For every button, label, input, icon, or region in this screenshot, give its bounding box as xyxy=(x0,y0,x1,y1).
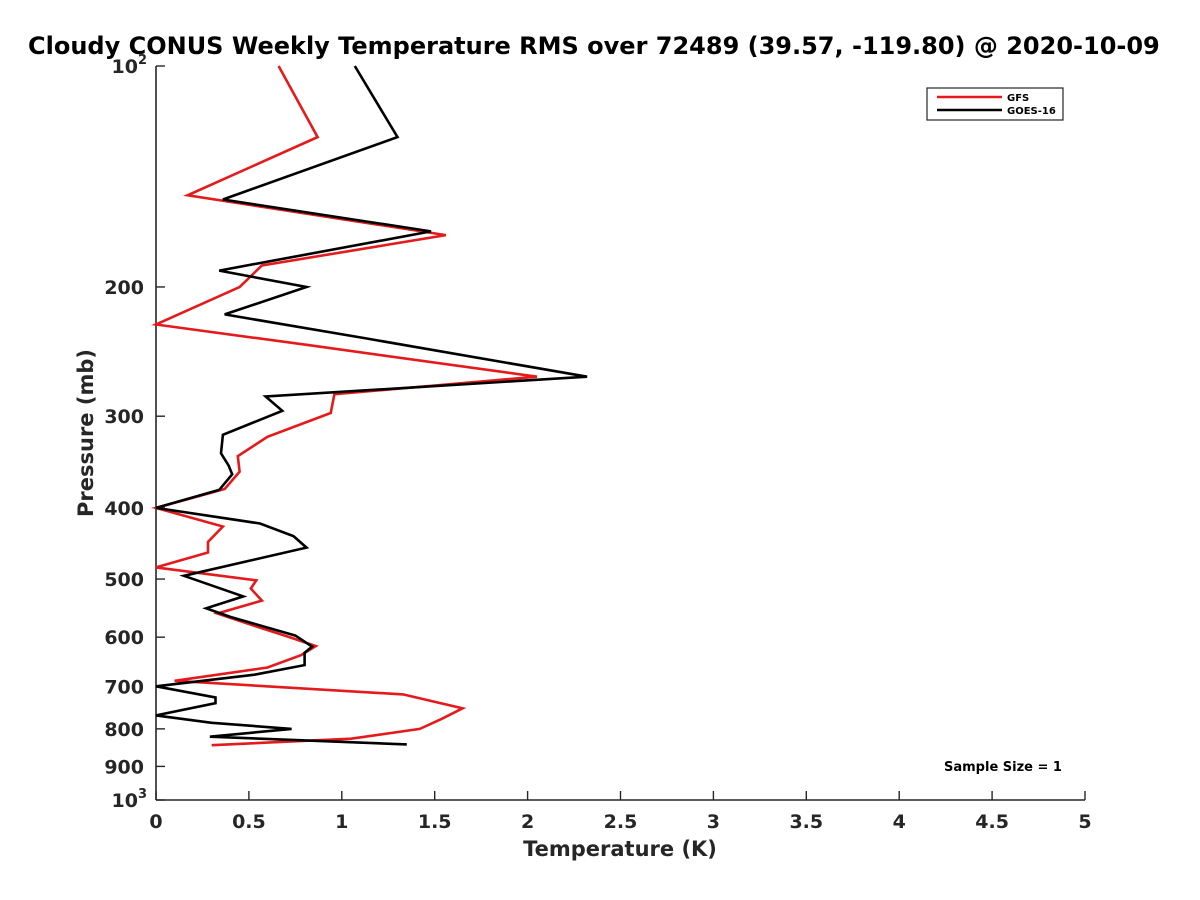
y-tick-label: 800 xyxy=(104,719,144,741)
y-tick-label: 102 xyxy=(112,53,148,78)
y-tick-label: 400 xyxy=(104,498,144,520)
legend: GFS GOES-16 xyxy=(926,87,1064,121)
y-tick-label: 500 xyxy=(104,569,144,591)
x-tick-label: 1.5 xyxy=(418,811,452,833)
x-tick-label: 3.5 xyxy=(789,811,823,833)
y-tick-label: 600 xyxy=(104,627,144,649)
series-line-goes-16 xyxy=(155,65,588,746)
x-tick-label: 0 xyxy=(149,811,162,833)
y-tick-label: 300 xyxy=(104,406,144,428)
y-tick-label: 200 xyxy=(104,277,144,299)
series-line-gfs xyxy=(151,65,538,747)
axes: 0 0.5 1 1.5 2 2.5 3 3.5 4 4.5 5 102 200 300 400 500 600 7… xyxy=(104,53,1091,833)
x-tick-label: 2.5 xyxy=(604,811,638,833)
x-tick-label: 5 xyxy=(1078,811,1091,833)
x-tick-label: 4.5 xyxy=(975,811,1009,833)
y-axis-label: Pressure (mb) xyxy=(74,349,98,517)
series-layer xyxy=(151,65,588,747)
x-tick-label: 1 xyxy=(335,811,348,833)
x-tick-label: 0.5 xyxy=(232,811,266,833)
x-tick-label: 2 xyxy=(521,811,534,833)
x-tick-label: 4 xyxy=(893,811,906,833)
sample-size-annotation: Sample Size = 1 xyxy=(944,760,1062,775)
y-tick-label: 103 xyxy=(112,787,148,812)
chart-title: Cloudy CONUS Weekly Temperature RMS over… xyxy=(28,32,1160,60)
x-axis-label: Temperature (K) xyxy=(523,837,717,861)
y-tick-label: 700 xyxy=(104,676,144,698)
legend-label: GOES-16 xyxy=(1007,106,1056,117)
y-tick-label: 900 xyxy=(104,756,144,778)
x-tick-label: 3 xyxy=(707,811,720,833)
legend-box xyxy=(926,87,1064,121)
legend-label: GFS xyxy=(1007,93,1029,104)
